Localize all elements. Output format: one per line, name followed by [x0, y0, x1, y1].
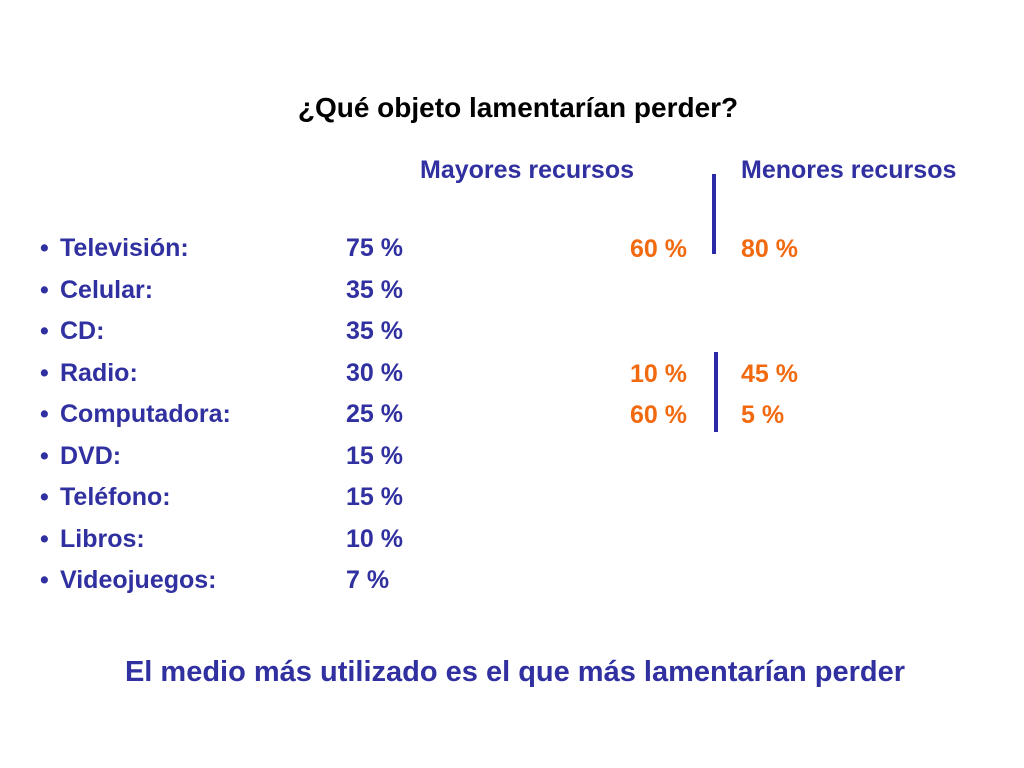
list-item: • Radio: 30 %: [40, 353, 440, 395]
list-item: • DVD: 15 %: [40, 436, 440, 478]
bullet-icon: •: [40, 400, 49, 428]
bullet-icon: •: [40, 441, 49, 470]
bullet-icon: •: [40, 483, 49, 511]
radio-major-resources-value: 10 %: [630, 360, 687, 388]
item-label: Teléfono:: [60, 483, 171, 511]
item-label: Libros:: [60, 524, 145, 553]
item-value: 35 %: [346, 275, 403, 304]
item-value: 15 %: [346, 441, 403, 470]
item-value: 30 %: [346, 358, 403, 387]
column-header-major-resources: Mayores recursos: [420, 156, 635, 184]
list-item: • Computadora: 25 %: [40, 394, 440, 436]
item-label: CD:: [60, 317, 105, 345]
television-minor-resources-value: 80 %: [741, 235, 798, 263]
item-value: 25 %: [346, 400, 403, 428]
television-major-resources-value: 60 %: [630, 235, 687, 263]
list-item: • Televisión: 75 %: [40, 228, 440, 270]
list-item: • Libros: 10 %: [40, 519, 440, 561]
item-value: 15 %: [346, 483, 403, 511]
list-item: • Celular: 35 %: [40, 270, 440, 312]
column-header-minor-resources: Menores recursos: [741, 156, 957, 184]
computadora-minor-resources-value: 5 %: [741, 401, 785, 429]
item-label: Computadora:: [60, 400, 231, 428]
item-value: 75 %: [346, 234, 403, 262]
bullet-icon: •: [40, 317, 49, 345]
list-item: • CD: 35 %: [40, 311, 440, 353]
column-divider-bottom: [714, 352, 718, 432]
slide-conclusion: El medio más utilizado es el que más lam…: [124, 656, 906, 688]
column-divider-top: [712, 174, 716, 254]
item-label: Radio:: [60, 358, 138, 387]
item-label: DVD:: [60, 441, 122, 470]
item-label: Videojuegos:: [60, 566, 217, 594]
item-value: 35 %: [346, 317, 403, 345]
bullet-icon: •: [40, 524, 49, 553]
bullet-icon: •: [40, 358, 49, 387]
radio-minor-resources-value: 45 %: [741, 360, 798, 388]
item-label: Televisión:: [60, 234, 189, 262]
item-value: 7 %: [346, 566, 390, 594]
slide-title: ¿Qué objeto lamentarían perder?: [297, 92, 739, 123]
bullet-icon: •: [40, 566, 49, 594]
item-value: 10 %: [346, 524, 403, 553]
bullet-icon: •: [40, 234, 49, 262]
list-item: • Teléfono: 15 %: [40, 477, 440, 519]
bullet-icon: •: [40, 275, 49, 304]
object-list: • Televisión: 75 % • Celular: 35 % • CD: 35 % …: [40, 228, 440, 602]
item-label: Celular:: [60, 275, 154, 304]
computadora-major-resources-value: 60 %: [630, 401, 687, 429]
list-item: • Videojuegos: 7 %: [40, 560, 440, 602]
